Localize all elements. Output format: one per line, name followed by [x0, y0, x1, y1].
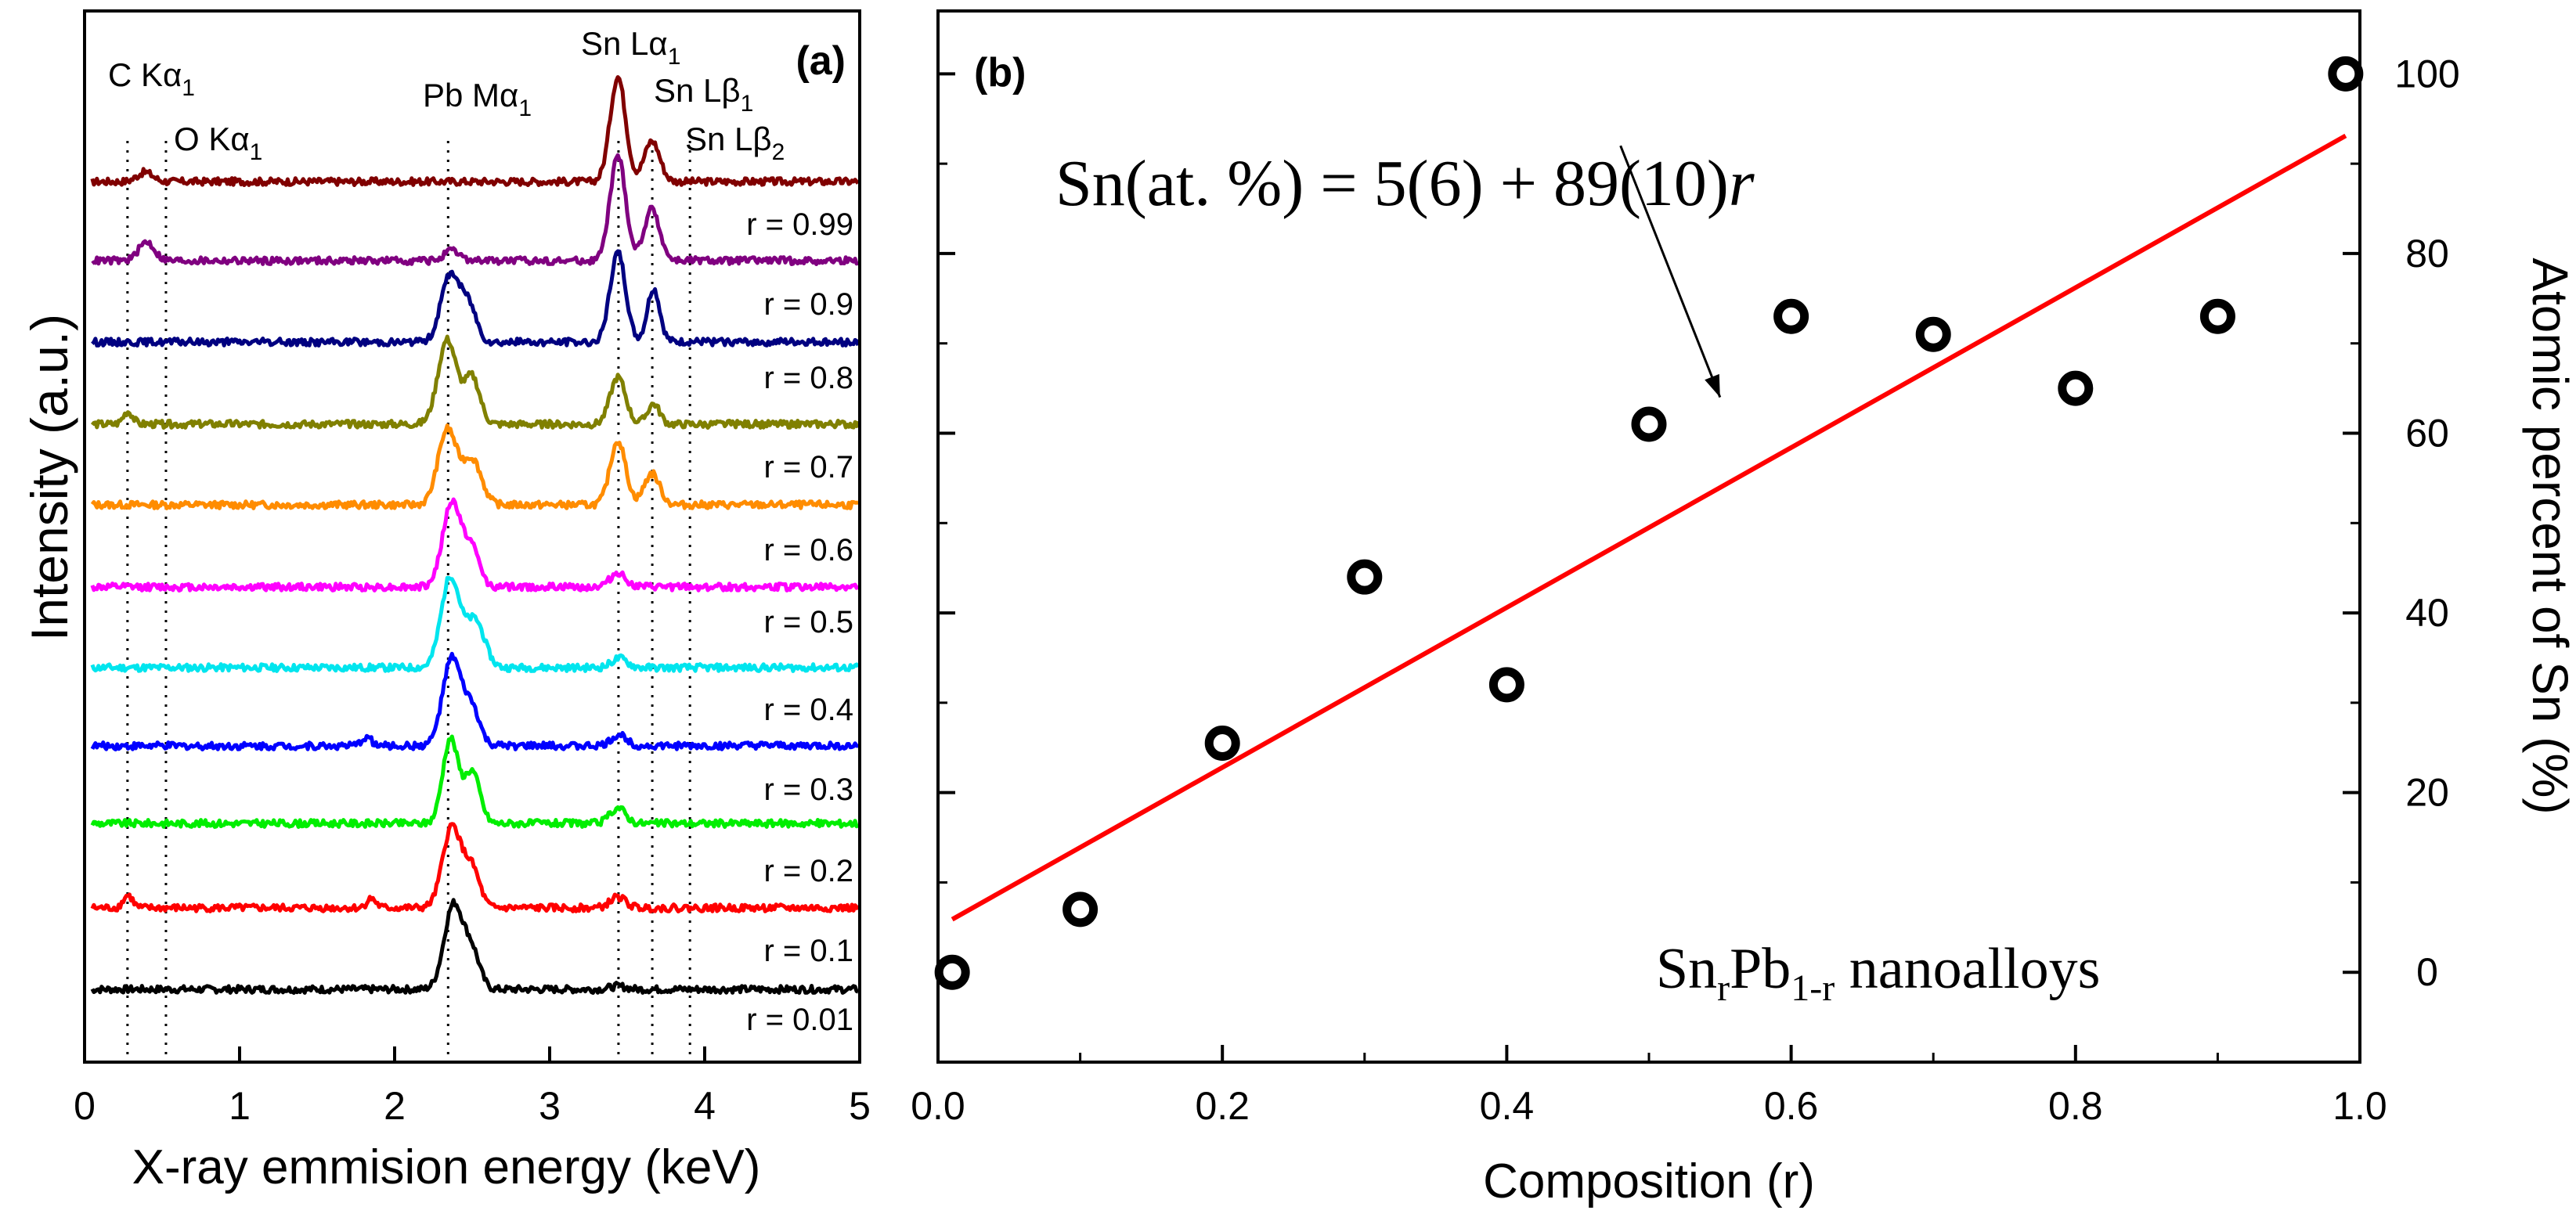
x-ticks-a: 0 1 2 3 4 5	[74, 1046, 871, 1128]
x-tick-label: 5	[849, 1084, 871, 1128]
y-tick-label: 0	[2416, 950, 2438, 994]
spectrum-line	[90, 497, 860, 592]
spectrum-line	[91, 153, 859, 266]
data-point	[1488, 667, 1524, 703]
annotation-arrow	[1619, 145, 1722, 398]
x-tick-label: 0.2	[1195, 1084, 1250, 1128]
series-label: r = 0.7	[763, 450, 853, 484]
series-label: r = 0.2	[763, 854, 853, 888]
y-tick-label: 60	[2405, 411, 2449, 455]
series-label: r = 0.5	[763, 605, 853, 639]
data-points	[934, 56, 2364, 990]
fit-equation: Sn(at. %) = 5(6) + 89(10)r	[1055, 147, 1755, 220]
data-point	[1063, 891, 1099, 927]
peak-label-sn-la1: Sn Lα1	[581, 25, 680, 70]
fit-line-group	[951, 133, 2347, 922]
panel-label-a: (a)	[796, 38, 846, 84]
y-tick-label: 40	[2405, 591, 2449, 635]
x-tick-label: 0.6	[1764, 1084, 1819, 1128]
data-point	[2199, 298, 2235, 334]
peak-label-pb-ma1: Pb Mα1	[423, 77, 532, 121]
x-axis-title-a: X-ray emmision energy (keV)	[132, 1140, 761, 1194]
peak-label-sn-lb2: Sn Lβ2	[685, 121, 785, 165]
y-tick-label: 20	[2405, 771, 2449, 815]
series-label: r = 0.99	[746, 207, 853, 242]
spectrum-line	[90, 651, 859, 751]
panel-b-composition: 0.0 0.2 0.4 0.6 0.8 1.0 0 20 40 60 80 100 (b) Sn(at…	[911, 9, 2576, 1208]
x-tick-label: 3	[539, 1084, 561, 1128]
x-axis-title-b: Composition (r)	[1483, 1154, 1815, 1208]
x-tick-label: 0	[74, 1084, 96, 1128]
y-axis-title-b: Atomic percent of Sn (%)	[2522, 258, 2576, 814]
x-tick-label: 4	[694, 1084, 716, 1128]
data-point	[1204, 726, 1240, 762]
spectrum-line	[90, 734, 860, 829]
data-point	[934, 954, 970, 990]
data-point	[1773, 298, 1809, 334]
spectrum-line	[90, 75, 860, 187]
data-point	[2328, 56, 2364, 92]
spectrum-line	[90, 822, 860, 913]
panel-label-b: (b)	[974, 50, 1026, 95]
data-point	[1915, 316, 1951, 352]
annotation-arrow-group	[1619, 145, 1722, 398]
y-axis-title-a: Intensity (a.u.)	[20, 314, 78, 641]
reference-lines	[126, 141, 691, 1062]
plot-frame-a	[83, 9, 861, 1064]
series-label: r = 0.9	[763, 287, 853, 322]
peak-label-c-ka1: C Kα1	[108, 56, 195, 101]
spectra	[90, 75, 860, 995]
series-label: r = 0.3	[763, 773, 853, 807]
spectrum-line	[90, 423, 859, 510]
y-tick-label: 100	[2394, 52, 2459, 95]
data-point	[2058, 370, 2094, 406]
peak-label-o-ka1: O Kα1	[174, 121, 262, 165]
series-label: r = 0.4	[763, 693, 853, 727]
x-tick-label: 2	[384, 1084, 406, 1128]
data-point	[1347, 559, 1383, 595]
peak-label-sn-lb1: Sn Lβ1	[654, 72, 753, 117]
panel-a-spectra: 0 1 2 3 4 5 (a) C Kα1 O Kα1 Pb Mα1 Sn Lα1 Sn …	[20, 9, 871, 1194]
series-label: r = 0.8	[763, 361, 853, 395]
axis-ticks-b: 0.0 0.2 0.4 0.6 0.8 1.0 0 20 40 60 80 100	[911, 52, 2459, 1128]
series-label: r = 0.6	[763, 533, 853, 567]
fit-line	[951, 133, 2347, 922]
spectrum-line	[90, 575, 860, 673]
x-tick-label: 0.4	[1480, 1084, 1535, 1128]
series-label: r = 0.1	[763, 934, 853, 968]
series-label: r = 0.01	[746, 1003, 853, 1037]
y-tick-label: 80	[2405, 232, 2449, 276]
x-tick-label: 1	[229, 1084, 251, 1128]
x-tick-label: 1.0	[2332, 1084, 2387, 1128]
spectrum-line	[90, 334, 860, 430]
x-tick-label: 0.8	[2048, 1084, 2103, 1128]
arrow-head	[1705, 373, 1720, 398]
sample-label: SnrPb1-r nanoalloys	[1656, 937, 2100, 1009]
x-tick-label: 0.0	[911, 1084, 965, 1128]
spectrum-line	[90, 898, 859, 995]
data-point	[1631, 406, 1667, 442]
spectrum-line	[91, 249, 860, 348]
